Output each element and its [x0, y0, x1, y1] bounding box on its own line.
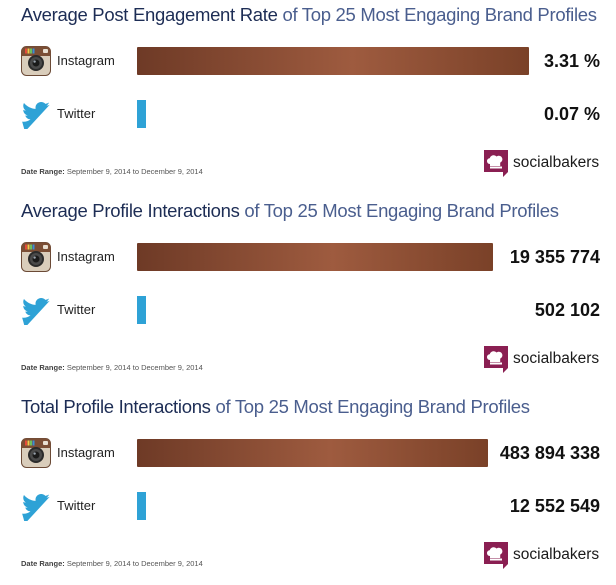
chart-title-sub: of Top 25 Most Engaging Brand Profiles	[282, 4, 597, 25]
date-range-label: Date Range:	[21, 559, 65, 568]
chart-title-sub: of Top 25 Most Engaging Brand Profiles	[215, 396, 530, 417]
platform-label: Twitter	[57, 498, 96, 513]
chart-panel: Total Profile Interactions of Top 25 Mos…	[0, 392, 616, 582]
bar-twitter	[137, 296, 146, 324]
chart-title: Average Profile Interactions of Top 25 M…	[21, 200, 559, 222]
instagram-icon	[21, 242, 51, 272]
platform-label: Instagram	[57, 53, 115, 68]
date-range: Date Range: September 9, 2014 to Decembe…	[21, 167, 203, 176]
chart-title-main: Total Profile Interactions	[21, 396, 211, 417]
bar-instagram	[137, 439, 488, 467]
bar-instagram	[137, 243, 493, 271]
date-range-label: Date Range:	[21, 167, 65, 176]
bar-row-twitter: Twitter 12 552 549	[0, 490, 616, 524]
brand-name: socialbakers	[513, 154, 600, 171]
socialbakers-logo: socialbakers	[482, 540, 607, 574]
twitter-bird-icon	[21, 99, 51, 132]
twitter-bird-icon	[21, 491, 51, 524]
bar-twitter	[137, 100, 146, 128]
socialbakers-logo: socialbakers	[482, 344, 607, 378]
chart-title: Average Post Engagement Rate of Top 25 M…	[21, 4, 597, 26]
bar-twitter	[137, 492, 146, 520]
platform-label: Twitter	[57, 106, 96, 121]
value-label: 3.31 %	[543, 51, 600, 71]
platform-label: Instagram	[57, 249, 115, 264]
value-label: 19 355 774	[509, 247, 600, 267]
bar-row-twitter: Twitter 502 102	[0, 294, 616, 328]
date-range: Date Range: September 9, 2014 to Decembe…	[21, 559, 203, 568]
bar-row-instagram: Instagram 3.31 %	[0, 45, 616, 79]
bar-instagram	[137, 47, 529, 75]
twitter-bird-icon	[21, 295, 51, 328]
chart-panel: Average Profile Interactions of Top 25 M…	[0, 196, 616, 386]
instagram-icon	[21, 46, 51, 76]
value-label: 483 894 338	[499, 443, 600, 463]
date-range-label: Date Range:	[21, 363, 65, 372]
chart-title-main: Average Post Engagement Rate	[21, 4, 278, 25]
bar-row-instagram: Instagram 19 355 774	[0, 241, 616, 275]
instagram-icon	[21, 438, 51, 468]
chart-title-sub: of Top 25 Most Engaging Brand Profiles	[244, 200, 559, 221]
socialbakers-logo: socialbakers	[482, 148, 607, 182]
platform-label: Instagram	[57, 445, 115, 460]
bar-row-twitter: Twitter 0.07 %	[0, 98, 616, 132]
date-range-value: September 9, 2014 to December 9, 2014	[66, 559, 203, 568]
chart-title-main: Average Profile Interactions	[21, 200, 240, 221]
date-range: Date Range: September 9, 2014 to Decembe…	[21, 363, 203, 372]
platform-label: Twitter	[57, 302, 96, 317]
brand-name: socialbakers	[513, 546, 600, 563]
chart-title: Total Profile Interactions of Top 25 Mos…	[21, 396, 530, 418]
value-label: 502 102	[534, 300, 600, 320]
chart-panel: Average Post Engagement Rate of Top 25 M…	[0, 0, 616, 190]
value-label: 0.07 %	[543, 104, 600, 124]
value-label: 12 552 549	[509, 496, 600, 516]
brand-name: socialbakers	[513, 350, 600, 367]
date-range-value: September 9, 2014 to December 9, 2014	[66, 363, 203, 372]
bar-row-instagram: Instagram 483 894 338	[0, 437, 616, 471]
date-range-value: September 9, 2014 to December 9, 2014	[66, 167, 203, 176]
